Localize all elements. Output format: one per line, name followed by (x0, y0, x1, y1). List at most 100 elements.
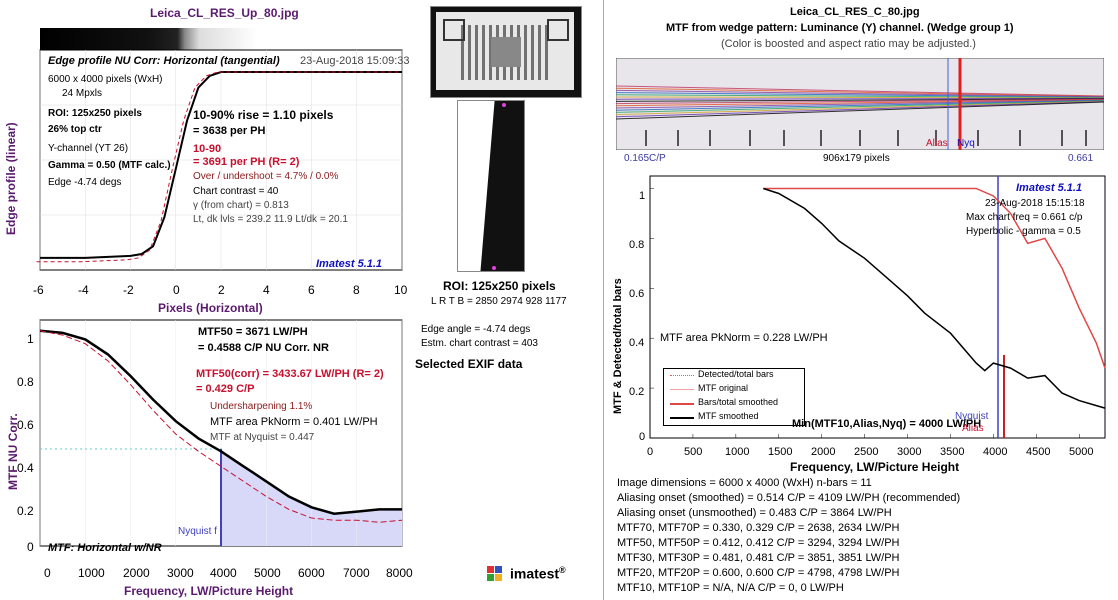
legend-item: Detected/total bars (698, 369, 774, 379)
edge-gradient-strip (40, 28, 402, 50)
edge-xtick: 0 (173, 283, 180, 297)
edge-xtick: 2 (218, 283, 225, 297)
mtf-xtick: 8000 (386, 566, 413, 580)
result-line: MTF50, MTF50P = 0.412, 0.412 C/P = 3294,… (617, 537, 900, 549)
right-version: Imatest 5.1.1 (1016, 182, 1083, 194)
wedge-bars (645, 130, 1087, 146)
right-max-freq: Max chart freq = 0.661 c/p (966, 212, 1083, 223)
legend: Detected/total bars MTF original Bars/to… (663, 368, 805, 426)
wedge-line (616, 94, 1104, 99)
mtf-undersharp: Undersharpening 1.1% (210, 401, 313, 412)
right-title: Leica_CL_RES_C_80.jpg (790, 6, 920, 18)
mtf50-corr-cp: = 0.429 C/P (196, 383, 255, 395)
result-line: MTF30, MTF30P = 0.481, 0.481 C/P = 3851,… (617, 552, 900, 564)
edge-per-ph: = 3638 per PH (193, 125, 266, 137)
right-xtick: 1500 (768, 446, 793, 458)
mtf-xtick: 2000 (123, 566, 150, 580)
wedge-line (616, 101, 1104, 118)
edge-xtick: -6 (33, 283, 44, 297)
mtf50-cp: = 0.4588 C/P NU Corr. NR (198, 342, 329, 354)
legend-item: Bars/total smoothed (698, 397, 779, 407)
mtf-ytick: 1 (27, 332, 34, 346)
mtf-xtick: 1000 (78, 566, 105, 580)
middle-roi: ROI: 125x250 pixels (443, 279, 556, 293)
wedge-right-label: 0.661 (1068, 153, 1094, 164)
mtf-xtick: 3000 (167, 566, 194, 580)
wedge-line (616, 99, 1104, 111)
right-xtick: 2500 (854, 446, 879, 458)
mtf-plot (39, 319, 403, 547)
wedge-mtf-smoothed (763, 187, 1106, 409)
edge-gamma-chart: γ (from chart) = 0.813 (193, 200, 289, 211)
right-ytick: 0.6 (629, 288, 645, 300)
imatest-logo: imatest® (510, 565, 566, 582)
wedge-line (616, 99, 1104, 107)
wedge-line (616, 100, 1104, 116)
wedge-line (616, 92, 1104, 98)
wedge-line (616, 100, 1104, 113)
edge-version: Imatest 5.1.1 (316, 258, 383, 270)
wedge-line (616, 98, 1104, 102)
wedge-line (616, 87, 1104, 97)
mtf50: MTF50 = 3671 LW/PH (198, 326, 308, 338)
result-line: MTF20, MTF20P = 0.600, 0.600 C/P = 4798,… (617, 567, 900, 579)
right-xtick: 5000 (1069, 446, 1094, 458)
edge-corr-per-ph: = 3691 per PH (R= 2) (193, 156, 300, 168)
right-subtitle: MTF from wedge pattern: Luminance (Y) ch… (666, 22, 1014, 34)
edge-xtick: 6 (308, 283, 315, 297)
edge-angle: Edge -4.74 degs (48, 177, 122, 188)
edge-profile-plot (36, 49, 403, 271)
middle-lrtb: L R T B = 2850 2974 928 1177 (431, 296, 567, 307)
edge-ctr: 26% top ctr (48, 124, 102, 135)
edge-roi: ROI: 125x250 pixels (48, 108, 142, 119)
mtf-xtick: 0 (44, 566, 51, 580)
edge-channel: Y-channel (YT 26) (48, 143, 129, 154)
middle-chart-contrast: Estm. chart contrast = 403 (421, 338, 538, 349)
right-nyquist-label: Nyquist (955, 411, 989, 422)
mtf-xtick: 7000 (343, 566, 370, 580)
wedge-bars-smoothed (763, 187, 1106, 369)
right-min-label: Min(MTF10,Alias,Nyq) = 4000 LW/PH (792, 418, 982, 430)
wedge-lines (616, 85, 1104, 120)
legend-swatch (670, 417, 694, 419)
result-line: Aliasing onset (unsmoothed) = 0.483 C/P … (617, 507, 892, 519)
right-xtick: 500 (684, 446, 703, 458)
legend-item: MTF original (698, 383, 749, 393)
wedge-left-label: 0.165C/P (624, 153, 666, 164)
right-xtick: 4000 (983, 446, 1008, 458)
result-line: MTF70, MTF70P = 0.330, 0.329 C/P = 2638,… (617, 522, 900, 534)
right-ylabel: MTF & Detected/total bars (612, 278, 624, 414)
mtf-ytick: 0.4 (17, 461, 34, 475)
right-date: 23-Aug-2018 15:15:18 (985, 198, 1085, 209)
edge-xtick: -4 (78, 283, 89, 297)
wedge-alias-label: Alias (926, 138, 948, 149)
legend-item: MTF smoothed (698, 411, 759, 421)
edge-xlabel: Pixels (Horizontal) (158, 301, 263, 315)
right-note: (Color is boosted and aspect ratio may b… (721, 38, 976, 50)
edge-xtick: 4 (263, 283, 270, 297)
mtf-ylabel: MTF NU Corr. (6, 413, 20, 490)
left-title: Leica_CL_RES_Up_80.jpg (150, 6, 299, 20)
edge-ylabel: Edge profile (linear) (4, 122, 18, 235)
wedge-image (616, 58, 1104, 150)
legend-swatch (670, 375, 694, 376)
right-xtick: 1000 (725, 446, 750, 458)
roi-thumbnail (457, 100, 525, 272)
wedge-line (616, 96, 1104, 99)
chart-thumbnail (430, 6, 582, 98)
imatest-logo-text: imatest (510, 565, 560, 582)
legend-swatch (670, 403, 694, 405)
mtf-ytick: 0 (27, 540, 34, 554)
wedge-line (616, 98, 1104, 105)
panel-divider (603, 0, 604, 600)
mtf-caption: MTF: Horizontal w/NR (48, 542, 162, 554)
mtf-ytick: 0.8 (17, 375, 34, 389)
wedge-line (616, 85, 1104, 97)
edge-levels: Lt, dk lvls = 239.2 11.9 Lt/dk = 20.1 (193, 214, 348, 225)
mtf50-corr: MTF50(corr) = 3433.67 LW/PH (R= 2) (196, 368, 384, 380)
right-ytick: 0.2 (629, 386, 645, 398)
edge-info-mpx: 24 Mpxls (62, 88, 103, 99)
edge-info-pixels: 6000 x 4000 pixels (WxH) (48, 74, 163, 85)
edge-rise: 10-90% rise = 1.10 pixels (193, 108, 334, 122)
right-ytick: 0 (639, 431, 646, 443)
